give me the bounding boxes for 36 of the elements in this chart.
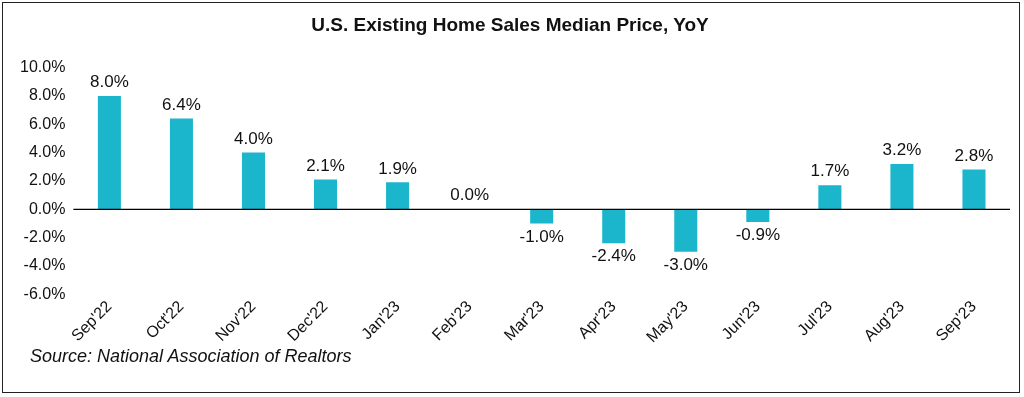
data-label: -2.4% — [591, 246, 636, 266]
y-tick-label: -4.0% — [23, 256, 66, 274]
bar — [818, 185, 842, 210]
y-tick-label: 0.0% — [28, 199, 66, 217]
y-tick-label: -2.0% — [23, 228, 66, 246]
bar — [386, 182, 410, 210]
chart-title: U.S. Existing Home Sales Median Price, YoY — [310, 14, 710, 36]
data-label: -0.9% — [735, 225, 781, 245]
y-tick-label: 10.0% — [19, 58, 66, 76]
data-label: 1.7% — [810, 161, 850, 181]
y-tick-label: 6.0% — [28, 114, 66, 132]
bar — [241, 152, 266, 210]
data-label: 3.2% — [882, 140, 922, 160]
data-label: 4.0% — [234, 128, 273, 148]
y-tick-label: 2.0% — [28, 171, 66, 189]
data-label: 2.8% — [954, 145, 994, 165]
bar — [746, 209, 770, 223]
y-tick-label: 4.0% — [28, 143, 66, 161]
bar — [314, 179, 338, 210]
data-label: -1.0% — [519, 226, 564, 246]
bar — [962, 169, 986, 210]
source-note: Source: National Association of Realtors — [30, 346, 352, 367]
data-label: -3.0% — [663, 254, 708, 274]
bar — [890, 163, 914, 210]
data-label: 2.1% — [306, 155, 345, 175]
bar — [602, 209, 626, 244]
y-tick-label: 8.0% — [28, 86, 66, 104]
data-label: 6.4% — [162, 94, 201, 114]
bar — [674, 209, 698, 252]
data-label: 8.0% — [90, 72, 129, 92]
y-tick-label: -6.0% — [23, 284, 66, 302]
bar — [169, 118, 193, 210]
data-label: 1.9% — [378, 158, 417, 178]
bar — [97, 95, 121, 210]
data-label: 0.0% — [450, 185, 490, 205]
bar — [530, 209, 554, 224]
